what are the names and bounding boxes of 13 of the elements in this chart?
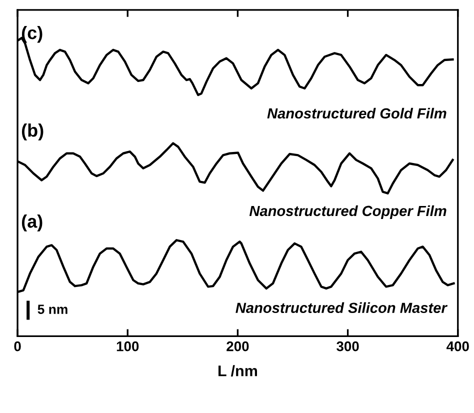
annotation: (b) <box>22 124 44 140</box>
annotation: (c) <box>22 26 42 43</box>
x-axis-title: L /nm <box>218 365 257 376</box>
annotation: Nanostructured Silicon Master <box>236 302 448 314</box>
annotation: 5 nm <box>38 304 68 314</box>
annotation: (a) <box>22 214 42 232</box>
x-tick-label: 100 <box>116 341 139 352</box>
x-tick-label: 200 <box>226 341 249 352</box>
annotation: Nanostructured Copper Film <box>249 205 446 219</box>
x-tick-label: 300 <box>336 341 359 352</box>
x-tick-label: 400 <box>446 341 469 352</box>
x-tick-label: 0 <box>14 341 21 352</box>
annotation: Nanostructured Gold Film <box>267 108 446 119</box>
